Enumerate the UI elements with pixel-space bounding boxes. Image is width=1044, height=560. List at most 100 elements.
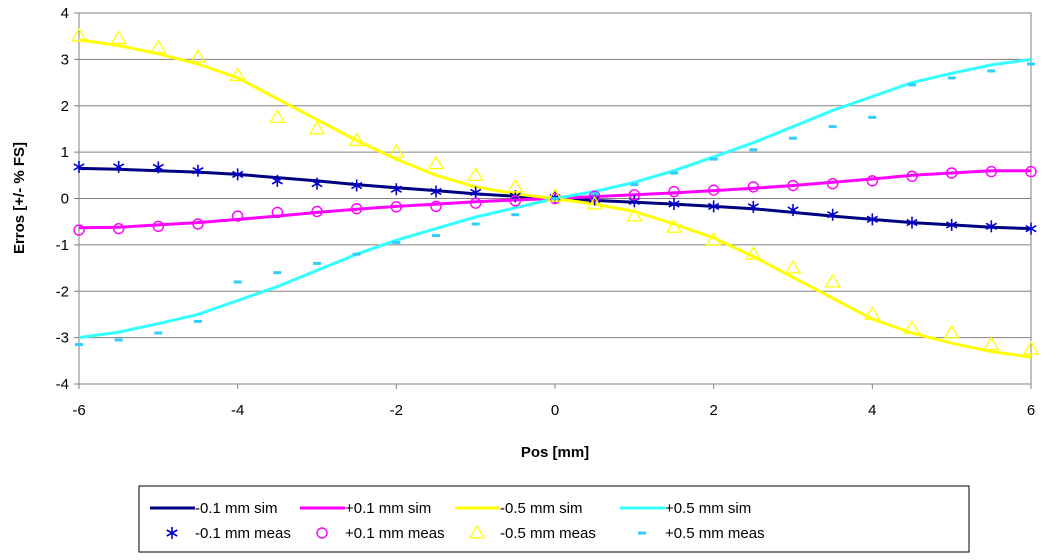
data-point	[945, 167, 958, 179]
data-point	[73, 224, 85, 236]
data-point	[668, 198, 680, 211]
series-markers	[70, 27, 1040, 355]
data-point	[588, 190, 601, 202]
data-point	[1022, 340, 1040, 355]
data-point	[269, 109, 286, 123]
legend-item: -0.5 mm meas	[468, 524, 596, 542]
data-point	[708, 200, 720, 213]
data-point	[152, 220, 165, 233]
data-point	[113, 160, 125, 173]
legend-key	[316, 527, 328, 539]
data-point	[348, 132, 365, 147]
data-point	[866, 213, 878, 226]
data-point	[192, 218, 204, 230]
data-point	[784, 259, 802, 274]
data-point	[469, 197, 482, 209]
legend-item: -0.1 mm meas	[166, 525, 291, 542]
data-point	[507, 178, 524, 193]
data-point	[864, 306, 881, 320]
data-point	[232, 168, 244, 181]
data-point	[271, 174, 283, 187]
data-point	[985, 165, 998, 178]
data-point	[229, 67, 246, 82]
x-tick-label: 6	[1027, 402, 1035, 419]
x-axis-title: Pos [mm]	[521, 444, 589, 461]
data-point	[150, 39, 167, 54]
data-point	[586, 195, 603, 210]
data-point	[311, 205, 323, 218]
y-tick-label: -1	[56, 237, 69, 254]
legend-key	[468, 524, 486, 539]
data-point	[112, 222, 125, 235]
legend-label: -0.1 mm meas	[195, 525, 291, 542]
data-point	[943, 324, 960, 339]
legend-item: +0.5 mm sim	[620, 500, 751, 517]
data-point	[231, 210, 244, 222]
data-point	[787, 179, 799, 192]
data-point	[668, 185, 680, 198]
x-tick-label: -2	[390, 402, 403, 419]
data-point	[1025, 165, 1037, 178]
legend-key	[166, 527, 178, 539]
x-tick-label: -6	[72, 402, 85, 419]
legend-item: -0.5 mm sim	[455, 500, 583, 517]
legend-items: -0.1 mm sim +0.1 mm sim -0.5 mm sim +0.5 mm…	[150, 500, 765, 542]
data-point	[390, 183, 402, 196]
data-point	[906, 170, 918, 182]
legend-label: -0.5 mm meas	[500, 525, 596, 542]
y-tick-label: -4	[56, 376, 69, 393]
data-point	[745, 245, 762, 260]
legend-box	[138, 485, 970, 553]
y-axis-title: Erros [+/- % FS]	[11, 142, 28, 254]
data-point	[707, 184, 720, 196]
legend-label: +0.5 mm meas	[665, 525, 765, 542]
y-tick-label: 2	[61, 98, 69, 115]
y-tick-label: -2	[56, 283, 69, 300]
data-point	[470, 186, 482, 199]
legend-label: +0.1 mm sim	[345, 500, 431, 517]
data-point	[866, 175, 879, 187]
x-tick-label: 2	[709, 402, 717, 419]
data-point	[467, 167, 484, 181]
x-tick-label: 4	[868, 402, 876, 419]
data-point	[906, 216, 918, 229]
data-point	[152, 161, 164, 174]
legend-label: -0.1 mm sim	[195, 500, 278, 517]
data-point	[787, 204, 799, 217]
data-point	[110, 30, 127, 45]
data-point	[351, 179, 363, 192]
data-point	[430, 185, 442, 198]
data-point	[388, 143, 405, 158]
data-point	[70, 27, 88, 42]
y-tick-label: 1	[61, 144, 69, 161]
legend-label: +0.5 mm sim	[665, 500, 751, 517]
data-point	[628, 189, 641, 201]
data-point	[271, 206, 284, 219]
data-point	[665, 218, 683, 233]
data-point	[308, 120, 326, 135]
legend-label: -0.5 mm sim	[500, 500, 583, 517]
gridlines	[79, 58, 1031, 339]
legend-item: +0.1 mm sim	[300, 500, 431, 517]
y-tick-label: 4	[61, 5, 69, 22]
data-point	[824, 273, 841, 288]
y-tick-label: -3	[56, 330, 69, 347]
legend-item: +0.1 mm meas	[316, 525, 445, 542]
data-point	[311, 177, 323, 190]
data-point	[903, 320, 921, 334]
y-tick-label: 0	[61, 191, 69, 208]
data-point	[985, 220, 997, 233]
data-point	[626, 207, 643, 222]
data-point	[390, 201, 403, 213]
x-tick-label: -4	[231, 402, 244, 419]
y-axis-ticks: -4 -3 -2 -1 0 1 2 3 4	[56, 5, 79, 393]
data-point	[350, 203, 363, 215]
data-point	[747, 200, 759, 213]
data-point	[73, 160, 85, 173]
data-point	[705, 231, 722, 246]
x-axis-ticks: -6 -4 -2 0 2 4 6	[72, 384, 1035, 419]
legend-item: -0.1 mm sim	[150, 500, 278, 517]
data-point	[430, 200, 442, 213]
